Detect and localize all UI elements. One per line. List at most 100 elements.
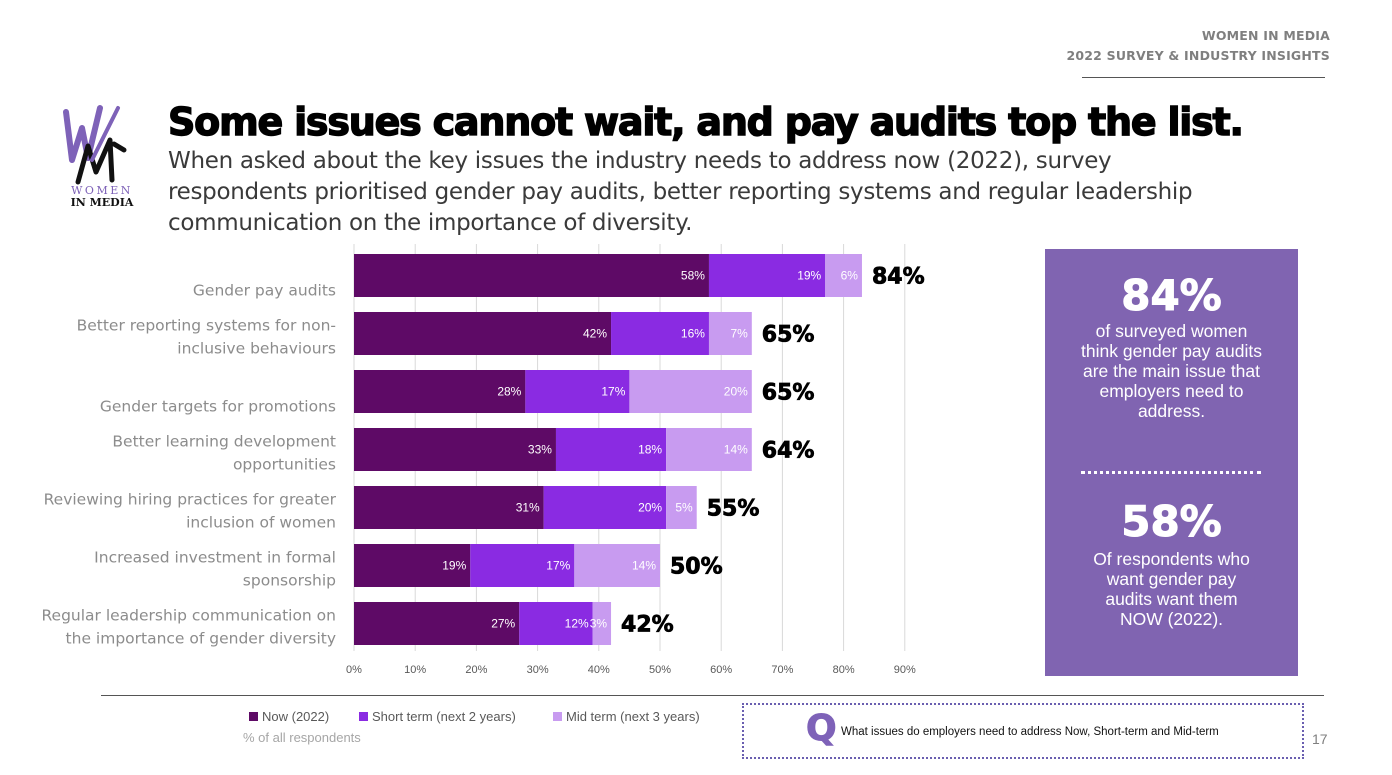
category-label: Gender pay audits — [193, 282, 336, 300]
bar-value-label: 5% — [675, 501, 693, 515]
legend-label-short: Short term (next 2 years) — [372, 709, 516, 724]
category-label: Better learning development — [112, 433, 336, 451]
bar-segment — [470, 544, 575, 587]
page-number: 17 — [1312, 731, 1328, 747]
bar-value-label: 28% — [497, 385, 521, 399]
legend-swatch-mid — [553, 712, 562, 721]
legend-mid: Mid term (next 3 years) — [553, 709, 700, 724]
legend-label-now: Now (2022) — [262, 709, 330, 724]
bar-total-label: 65% — [762, 381, 815, 406]
category-label: Reviewing hiring practices for greater — [44, 491, 337, 509]
bar-value-label: 42% — [583, 327, 607, 341]
bar-total-label: 55% — [707, 497, 760, 522]
bar-value-label: 33% — [528, 443, 552, 457]
bar-value-label: 58% — [681, 269, 705, 283]
header-line-2: 2022 SURVEY & INDUSTRY INSIGHTS — [1066, 48, 1330, 63]
legend-label-mid: Mid term (next 3 years) — [566, 709, 700, 724]
question-text: What issues do employers need to address… — [841, 726, 1219, 738]
page-subtitle: When asked about the key issues the indu… — [168, 148, 1193, 236]
bar-total-label: 65% — [762, 323, 815, 348]
bar-segment — [354, 428, 556, 471]
bar-value-label: 14% — [632, 559, 656, 573]
page-title: Some issues cannot wait, and pay audits … — [167, 99, 1244, 144]
bar-total-label: 64% — [762, 439, 815, 464]
logo-text-women: WOMEN — [71, 184, 133, 197]
bar-segment — [354, 312, 612, 355]
bar-value-label: 3% — [590, 617, 608, 631]
x-tick-label: 50% — [649, 664, 671, 676]
header-line-1: WOMEN IN MEDIA — [1201, 28, 1330, 43]
logo-text-in-media: IN MEDIA — [70, 196, 134, 209]
panel-dotted-divider — [1081, 471, 1261, 474]
category-label: inclusion of women — [186, 514, 336, 532]
bar-segment — [666, 428, 752, 471]
footer-divider — [101, 695, 1324, 696]
bar-segment — [519, 602, 593, 645]
category-label: inclusive behaviours — [177, 340, 336, 358]
bar-segment — [354, 486, 544, 529]
bar-value-label: 19% — [442, 559, 466, 573]
bar-segment — [555, 428, 667, 471]
category-label: Better reporting systems for non- — [77, 317, 336, 335]
legend-swatch-short — [359, 712, 368, 721]
wm-logo-icon — [63, 105, 127, 185]
header-divider — [1082, 77, 1325, 78]
x-tick-label: 90% — [894, 664, 916, 676]
bar-segment — [825, 254, 862, 297]
stat-panel: 84% of surveyed women think gender pay a… — [1045, 249, 1298, 676]
bar-value-label: 6% — [841, 269, 859, 283]
bar-total-label: 84% — [872, 265, 925, 290]
bar-segment — [354, 254, 709, 297]
bar-total-label: 42% — [621, 613, 674, 638]
x-tick-label: 80% — [833, 664, 855, 676]
bar-segment — [354, 370, 526, 413]
bar-segment — [629, 370, 752, 413]
stat-84-description: of surveyed women think gender pay audit… — [1081, 321, 1262, 421]
category-label: the importance of gender diversity — [66, 630, 336, 648]
bar-value-label: 19% — [797, 269, 821, 283]
x-tick-label: 10% — [404, 664, 426, 676]
bar-segment — [543, 486, 667, 529]
question-box — [742, 703, 1304, 759]
stat-58-description: Of respondents who want gender pay audit… — [1093, 549, 1250, 629]
question-q-icon: Q — [806, 708, 838, 749]
x-tick-label: 20% — [465, 664, 487, 676]
bar-value-label: 20% — [638, 501, 662, 515]
bar-value-label: 14% — [724, 443, 748, 457]
bar-value-label: 17% — [601, 385, 625, 399]
bar-value-label: 17% — [546, 559, 570, 573]
legend-now: Now (2022) — [249, 709, 329, 724]
bar-segment — [708, 254, 826, 297]
bar-segment — [354, 544, 471, 587]
bar-value-label: 20% — [724, 385, 748, 399]
bar-value-label: 16% — [681, 327, 705, 341]
stat-84-percent: 84% — [1121, 271, 1223, 321]
bar-segment — [708, 312, 752, 355]
stat-58-percent: 58% — [1121, 497, 1223, 547]
category-label: Increased investment in formal — [94, 549, 336, 567]
legend-swatch-now — [249, 712, 258, 721]
x-tick-label: 40% — [588, 664, 610, 676]
bar-total-label: 50% — [670, 555, 723, 580]
bar-value-label: 31% — [516, 501, 540, 515]
x-tick-label: 30% — [527, 664, 549, 676]
x-tick-label: 70% — [771, 664, 793, 676]
bar-value-label: 12% — [565, 617, 589, 631]
bar-segment — [525, 370, 630, 413]
category-label: Gender targets for promotions — [100, 398, 336, 416]
bar-segment — [354, 602, 520, 645]
x-tick-label: 0% — [346, 664, 362, 676]
bar-value-label: 18% — [638, 443, 662, 457]
bar-segment — [574, 544, 660, 587]
bar-segment — [592, 602, 612, 645]
respondents-note: % of all respondents — [243, 730, 361, 745]
bar-segment — [611, 312, 709, 355]
category-label: sponsorship — [243, 572, 336, 590]
bar-segment — [666, 486, 697, 529]
category-label: Regular leadership communication on — [41, 607, 336, 625]
bar-value-label: 27% — [491, 617, 515, 631]
x-tick-label: 60% — [710, 664, 732, 676]
category-label: opportunities — [233, 456, 336, 474]
bar-value-label: 7% — [730, 327, 748, 341]
